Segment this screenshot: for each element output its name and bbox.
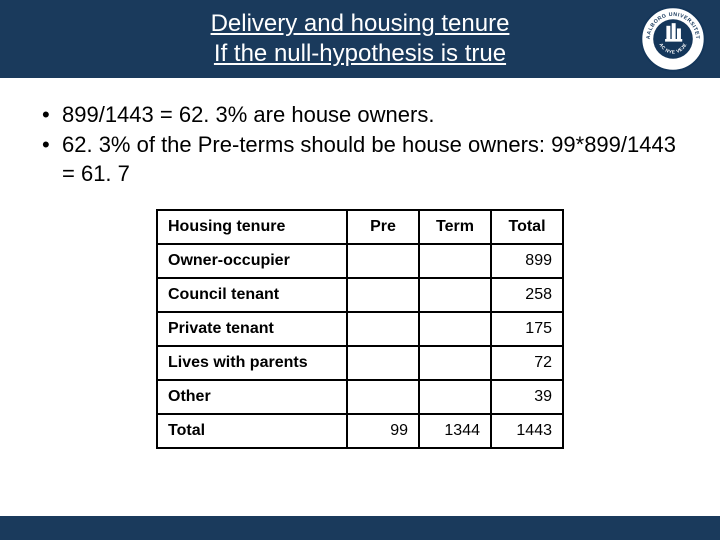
cell-total: 1443 xyxy=(491,414,563,448)
col-header-pre: Pre xyxy=(347,210,419,244)
row-label: Owner-occupier xyxy=(157,244,347,278)
header-band: Delivery and housing tenure If the null-… xyxy=(0,0,720,78)
table-row: Private tenant 175 xyxy=(157,312,563,346)
cell-pre xyxy=(347,278,419,312)
bullet-list: • 899/1443 = 62. 3% are house owners. • … xyxy=(42,100,692,189)
bullet-dot-icon: • xyxy=(42,130,62,189)
table-header-row: Housing tenure Pre Term Total xyxy=(157,210,563,244)
row-label: Other xyxy=(157,380,347,414)
cell-total: 72 xyxy=(491,346,563,380)
bullet-text: 899/1443 = 62. 3% are house owners. xyxy=(62,100,692,130)
title-line-2: If the null-hypothesis is true xyxy=(211,39,510,69)
cell-term xyxy=(419,278,491,312)
cell-total: 258 xyxy=(491,278,563,312)
cell-pre xyxy=(347,312,419,346)
content-area: • 899/1443 = 62. 3% are house owners. • … xyxy=(0,78,720,449)
table-row-total: Total 99 1344 1443 xyxy=(157,414,563,448)
row-label: Lives with parents xyxy=(157,346,347,380)
cell-total: 175 xyxy=(491,312,563,346)
table-row: Owner-occupier 899 xyxy=(157,244,563,278)
cell-term xyxy=(419,380,491,414)
row-label: Total xyxy=(157,414,347,448)
footer-band xyxy=(0,516,720,540)
bullet-text: 62. 3% of the Pre-terms should be house … xyxy=(62,130,692,189)
cell-pre xyxy=(347,380,419,414)
university-logo-icon: AALBORG UNIVERSITET AC NYE VEJE xyxy=(640,6,706,72)
cell-term xyxy=(419,244,491,278)
cell-term: 1344 xyxy=(419,414,491,448)
table-body: Owner-occupier 899 Council tenant 258 Pr… xyxy=(157,244,563,448)
bullet-item: • 899/1443 = 62. 3% are house owners. xyxy=(42,100,692,130)
cell-total: 39 xyxy=(491,380,563,414)
bullet-dot-icon: • xyxy=(42,100,62,130)
cell-total: 899 xyxy=(491,244,563,278)
bullet-item: • 62. 3% of the Pre-terms should be hous… xyxy=(42,130,692,189)
table-row: Other 39 xyxy=(157,380,563,414)
slide-title: Delivery and housing tenure If the null-… xyxy=(211,9,510,69)
col-header-label: Housing tenure xyxy=(157,210,347,244)
cell-pre xyxy=(347,244,419,278)
table-row: Council tenant 258 xyxy=(157,278,563,312)
table-container: Housing tenure Pre Term Total Owner-occu… xyxy=(28,203,692,449)
row-label: Private tenant xyxy=(157,312,347,346)
cell-pre xyxy=(347,346,419,380)
table-row: Lives with parents 72 xyxy=(157,346,563,380)
title-line-1: Delivery and housing tenure xyxy=(211,9,510,39)
cell-term xyxy=(419,346,491,380)
col-header-term: Term xyxy=(419,210,491,244)
cell-pre: 99 xyxy=(347,414,419,448)
housing-tenure-table: Housing tenure Pre Term Total Owner-occu… xyxy=(156,209,564,449)
col-header-total: Total xyxy=(491,210,563,244)
cell-term xyxy=(419,312,491,346)
row-label: Council tenant xyxy=(157,278,347,312)
